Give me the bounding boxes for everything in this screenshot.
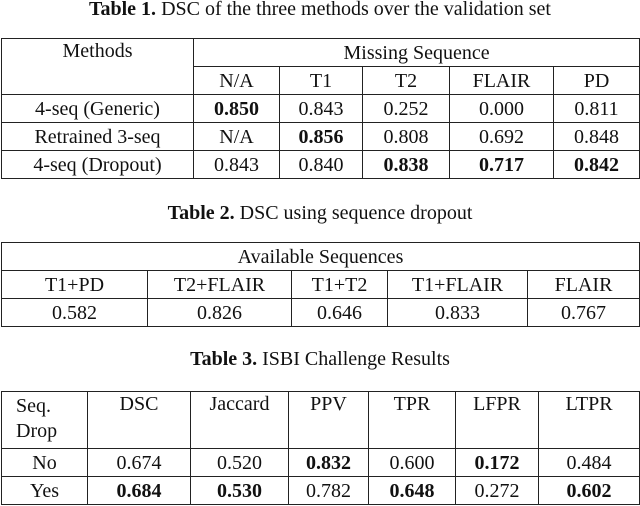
table1-caption: Table 1. DSC of the three methods over t… — [0, 0, 640, 20]
table-row: No 0.674 0.520 0.832 0.600 0.172 0.484 — [1, 448, 640, 477]
table-cell: 0.000 — [449, 94, 554, 123]
table-cell: 0.848 — [552, 122, 640, 151]
table-cell: 0.717 — [449, 150, 554, 179]
table1-header-row: Methods Missing Sequence — [1, 38, 640, 95]
table-cell: N/A — [193, 122, 280, 151]
table1-row-label: Retrained 3-seq — [1, 122, 194, 151]
table1-row-label: 4-seq (Dropout) — [1, 150, 194, 179]
table-cell: 0.843 — [279, 94, 363, 123]
table3-header-first: Seq. Drop — [1, 391, 88, 449]
table2-caption-label: Table 2. — [167, 202, 235, 224]
table2-col-header: T2+FLAIR — [147, 270, 292, 299]
table-cell: 0.826 — [147, 298, 292, 327]
table2-col-header: FLAIR — [526, 270, 640, 299]
table1-row-label: 4-seq (Generic) — [1, 94, 194, 123]
table-cell: 0.252 — [362, 94, 450, 123]
table1: Methods Missing Sequence N/A T1 T2 FLAIR… — [1, 38, 640, 179]
table2-col-header: T1+PD — [1, 270, 148, 299]
table-row: 4-seq (Generic) 0.850 0.843 0.252 0.000 … — [1, 94, 640, 123]
table-cell: 0.843 — [193, 150, 280, 179]
table-cell: 0.692 — [449, 122, 554, 151]
table-cell: 0.856 — [279, 122, 363, 151]
table1-col-header: T2 — [362, 66, 450, 95]
table-cell: 0.782 — [288, 476, 369, 505]
table-cell: 0.602 — [538, 476, 640, 505]
table-cell: 0.842 — [552, 150, 640, 179]
table3-col-header: LFPR — [455, 391, 539, 449]
table-cell: 0.582 — [1, 298, 148, 327]
table2: Available Sequences T1+PD T2+FLAIR T1+T2… — [0, 242, 640, 327]
table3-header-row: Seq. Drop DSC Jaccard PPV TPR LFPR LTPR — [1, 391, 640, 449]
table1-subheader-row: N/A T1 T2 FLAIR PD — [2, 66, 640, 95]
table3: Seq. Drop DSC Jaccard PPV TPR LFPR LTPR … — [1, 391, 640, 505]
table-cell: 0.674 — [87, 448, 191, 477]
table-cell: 0.833 — [387, 298, 528, 327]
table1-col-header: PD — [552, 66, 640, 95]
table2-caption: Table 2. DSC using sequence dropout — [0, 202, 640, 224]
table2-header-row: Available Sequences — [0, 242, 640, 271]
table3-col-header: TPR — [368, 391, 456, 449]
table-cell: 0.808 — [362, 122, 450, 151]
table1-caption-text: DSC of the three methods over the valida… — [156, 0, 551, 20]
table-cell: 0.530 — [190, 476, 289, 505]
table-row: Yes 0.684 0.530 0.782 0.648 0.272 0.602 — [1, 476, 640, 505]
table-cell: 0.520 — [190, 448, 289, 477]
table2-caption-text: DSC using sequence dropout — [234, 202, 473, 224]
table3-col-header: DSC — [87, 391, 191, 449]
table-row: Retrained 3-seq N/A 0.856 0.808 0.692 0.… — [1, 122, 640, 151]
table-cell: 0.484 — [538, 448, 640, 477]
table-row: 0.582 0.826 0.646 0.833 0.767 — [1, 298, 640, 327]
table-cell: 0.648 — [368, 476, 456, 505]
table-cell: 0.767 — [526, 298, 640, 327]
table3-caption: Table 3. ISBI Challenge Results — [0, 348, 640, 370]
table2-col-header: T1+FLAIR — [387, 270, 528, 299]
table1-col-header: T1 — [279, 66, 363, 95]
table3-row-label: Yes — [1, 476, 88, 505]
table-cell: 0.832 — [288, 448, 369, 477]
table2-col-header: T1+T2 — [291, 270, 388, 299]
table-cell: 0.850 — [193, 94, 280, 123]
table-cell: 0.646 — [291, 298, 388, 327]
table3-col-header: PPV — [288, 391, 369, 449]
table1-col-header: FLAIR — [449, 66, 554, 95]
table-cell: 0.172 — [455, 448, 539, 477]
table3-col-header: LTPR — [538, 391, 640, 449]
table3-col-header: Jaccard — [190, 391, 289, 449]
table1-caption-label: Table 1. — [89, 0, 157, 20]
table3-caption-text: ISBI Challenge Results — [257, 348, 450, 370]
table1-header-group: Missing Sequence — [192, 38, 640, 67]
table-cell: 0.840 — [279, 150, 363, 179]
table-cell: 0.272 — [455, 476, 539, 505]
table-cell: 0.811 — [552, 94, 640, 123]
table3-caption-label: Table 3. — [190, 348, 258, 370]
table-cell: 0.600 — [368, 448, 456, 477]
table2-subheader-row: T1+PD T2+FLAIR T1+T2 T1+FLAIR FLAIR — [1, 270, 640, 299]
table3-row-label: No — [1, 448, 88, 477]
table-cell: 0.684 — [87, 476, 191, 505]
table1-col-header: N/A — [193, 66, 280, 95]
table1-header-methods: Methods — [1, 38, 194, 95]
table-row: 4-seq (Dropout) 0.843 0.840 0.838 0.717 … — [1, 150, 640, 179]
table-cell: 0.838 — [362, 150, 450, 179]
table2-header-group: Available Sequences — [0, 242, 640, 271]
